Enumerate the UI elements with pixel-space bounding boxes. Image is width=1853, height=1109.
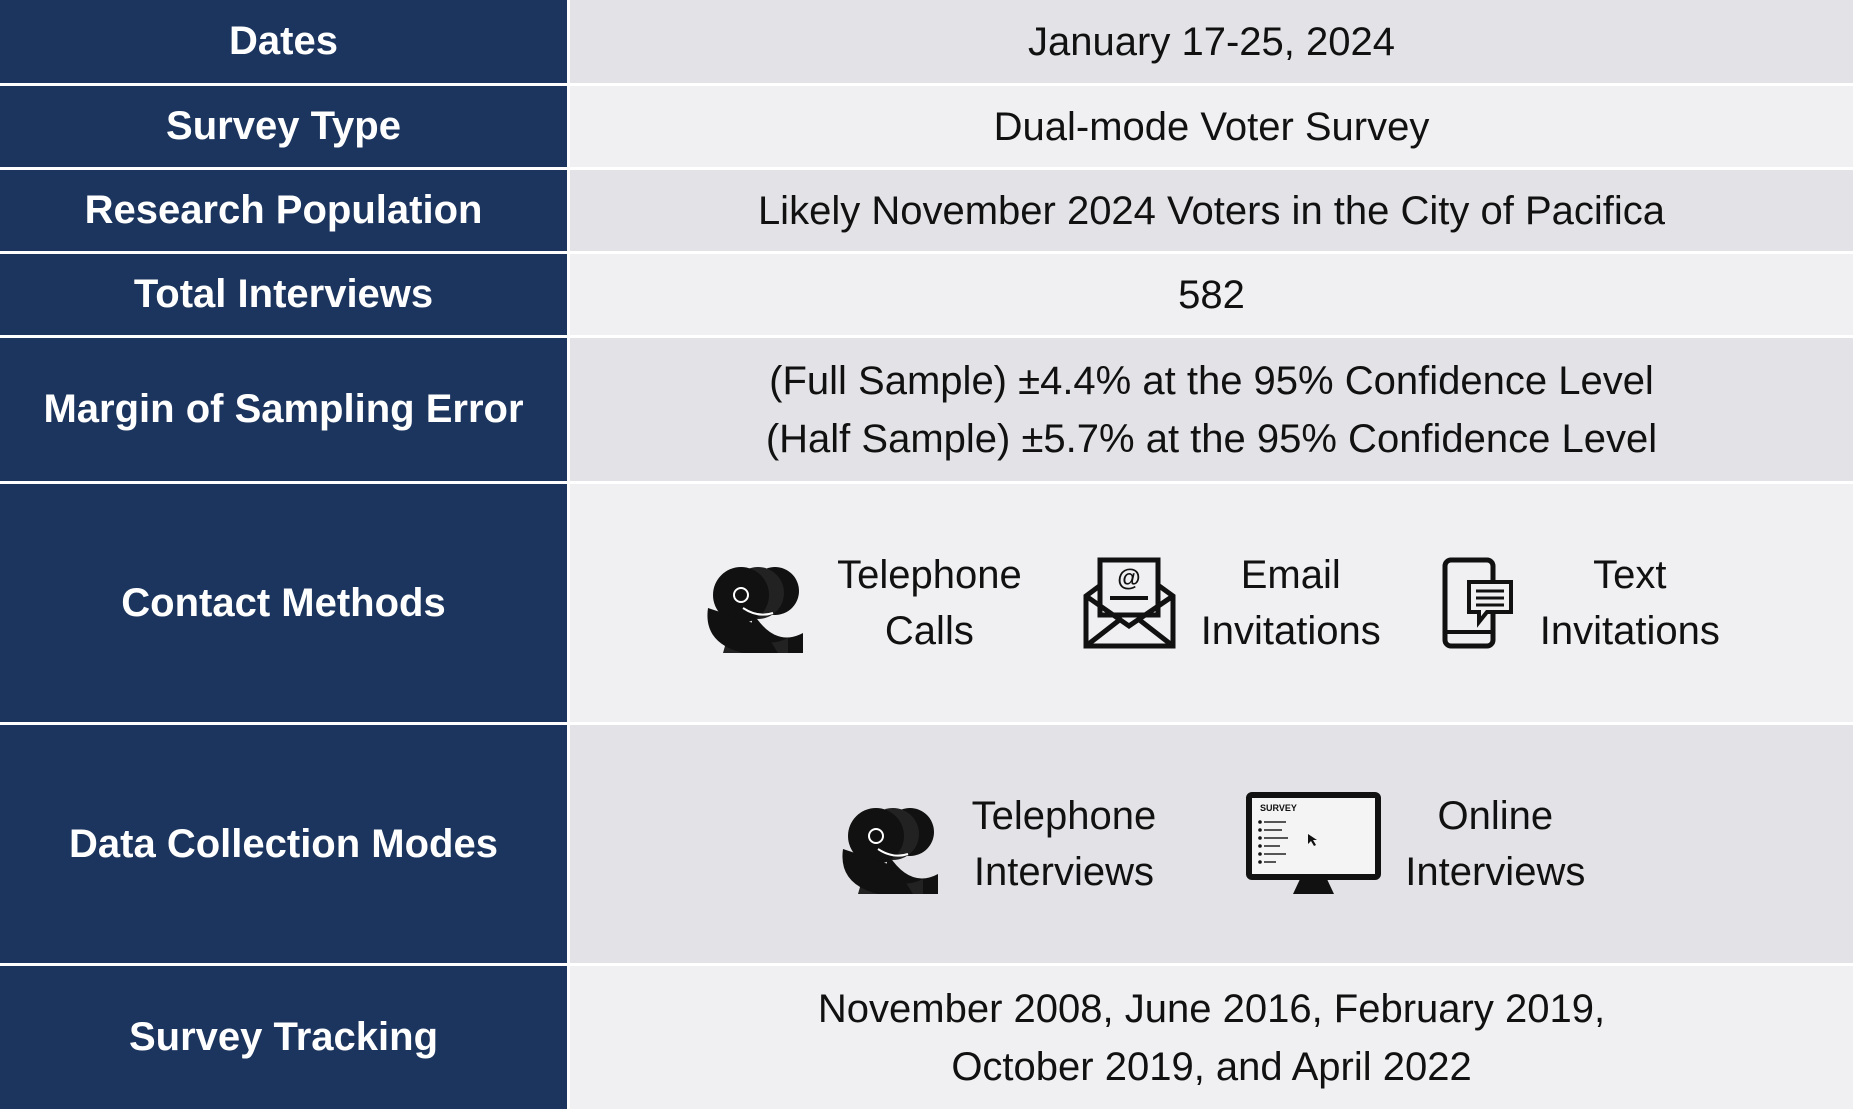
value-line: Likely November 2024 Voters in the City … — [757, 188, 1666, 233]
row-value: Telephone Calls @ Email Invitations Text In… — [570, 484, 1853, 722]
row: Data Collection Modes Telephone Interview… — [0, 725, 1853, 963]
row-value: Telephone Interviews SURVEY Online Intervi… — [570, 725, 1853, 963]
item-text: Email Invitations — [1201, 547, 1381, 659]
value-line: January 17-25, 2024 — [1028, 19, 1395, 64]
row: Total Interviews 582 — [0, 254, 1853, 335]
value-line: (Half Sample) ±5.7% at the 95% Confidenc… — [765, 416, 1658, 461]
item: Telephone Calls — [703, 547, 1022, 659]
item-line: Interviews — [1405, 850, 1586, 894]
value-line: Dual-mode Voter Survey — [993, 104, 1430, 149]
monitor-icon: SURVEY — [1246, 791, 1382, 894]
item-line: Telephone — [971, 794, 1157, 838]
item-text: Telephone Interviews — [972, 788, 1157, 900]
row-label: Data Collection Modes — [0, 725, 567, 963]
value-line: 582 — [1178, 272, 1245, 317]
row: Margin of Sampling Error (Full Sample) ±… — [0, 338, 1853, 481]
item-line: Telephone — [837, 553, 1022, 597]
value-line: (Full Sample) ±4.4% at the 95% Confidenc… — [769, 358, 1654, 403]
row: Contact Methods Telephone Calls @ Email In… — [0, 484, 1853, 722]
row-label: Survey Type — [0, 86, 567, 167]
item: Text Invitations — [1441, 547, 1720, 659]
item-text: Telephone Calls — [837, 547, 1022, 659]
screen-label: SURVEY — [1260, 803, 1297, 813]
row-label: Contact Methods — [0, 484, 567, 722]
item-line: Online — [1437, 794, 1554, 838]
row-value: January 17-25, 2024 — [570, 0, 1853, 83]
row-label: Dates — [0, 0, 567, 83]
row: Survey Tracking November 2008, June 2016… — [0, 966, 1853, 1109]
value-line: November 2008, June 2016, February 2019, — [817, 986, 1606, 1031]
item: SURVEY Online Interviews — [1246, 788, 1585, 900]
row-value: Dual-mode Voter Survey — [570, 86, 1853, 167]
value-line: October 2019, and April 2022 — [951, 1044, 1472, 1089]
row-value: November 2008, June 2016, February 2019,… — [570, 966, 1853, 1109]
row: Dates January 17-25, 2024 — [0, 0, 1853, 83]
row-label: Research Population — [0, 170, 567, 251]
phone-icon — [1442, 557, 1513, 648]
row-value: Likely November 2024 Voters in the City … — [570, 170, 1853, 251]
row-value: 582 — [570, 254, 1853, 335]
row: Survey Type Dual-mode Voter Survey — [0, 86, 1853, 167]
item-text: Text Invitations — [1540, 547, 1720, 659]
item-line: Calls — [884, 609, 974, 653]
item-line: Text — [1593, 553, 1667, 597]
row-label: Margin of Sampling Error — [0, 338, 567, 481]
items: Telephone Calls @ Email Invitations Text In… — [703, 547, 1720, 659]
item-line: Interviews — [973, 850, 1154, 894]
email-icon: @ — [1083, 557, 1176, 648]
headset-icon — [707, 567, 804, 653]
item-line: Invitations — [1200, 609, 1381, 653]
row-label: Total Interviews — [0, 254, 567, 335]
item-text: Online Interviews — [1405, 788, 1585, 900]
item-line: Email — [1240, 553, 1341, 597]
row: Research Population Likely November 2024… — [0, 170, 1853, 251]
items: Telephone Interviews SURVEY Online Intervi… — [838, 788, 1585, 900]
headset-icon — [842, 808, 938, 894]
row-label: Survey Tracking — [0, 966, 567, 1109]
item: @ Email Invitations — [1082, 547, 1381, 659]
svg-text:@: @ — [1117, 565, 1140, 592]
item: Telephone Interviews — [838, 788, 1157, 900]
item-line: Invitations — [1539, 609, 1720, 653]
row-value: (Full Sample) ±4.4% at the 95% Confidenc… — [570, 338, 1853, 481]
